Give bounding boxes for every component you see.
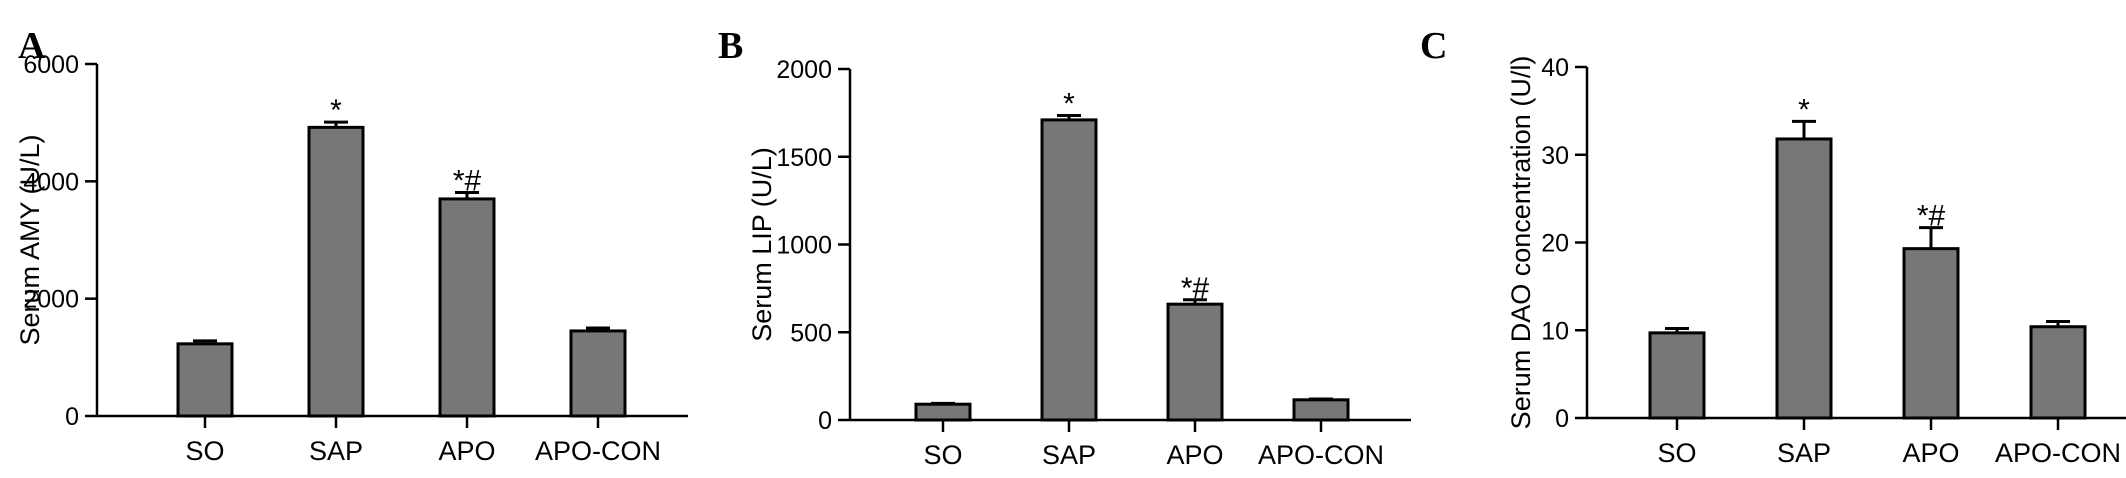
x-category-label: APO xyxy=(438,436,495,466)
y-tick-label: 6000 xyxy=(23,51,79,79)
x-category-label: SAP xyxy=(1042,440,1096,470)
bar-sap xyxy=(1040,118,1098,422)
y-tick-label: 0 xyxy=(818,407,832,435)
bar-so xyxy=(176,342,234,418)
significance-marker: *# xyxy=(1917,200,1946,233)
y-tick-label: 0 xyxy=(1555,405,1569,433)
panel-letter: A xyxy=(18,25,46,67)
bar-sap xyxy=(307,125,365,418)
y-axis-title: Serum LIP (U/L) xyxy=(747,147,777,342)
significance-marker: *# xyxy=(1181,272,1210,305)
significance-marker: * xyxy=(1063,88,1075,121)
x-category-label: APO xyxy=(1166,440,1223,470)
y-tick-label: 2000 xyxy=(776,56,832,84)
bar-apo xyxy=(1166,302,1224,422)
x-category-label: APO-CON xyxy=(535,436,661,466)
y-tick-label: 20 xyxy=(1541,230,1569,258)
y-tick-label: 2000 xyxy=(23,286,79,314)
chart-panel-b: B 0 500 1000 1500 2000 Serum LIP (U/L) SO * SAP *#… xyxy=(718,25,1411,470)
panel-letter: C xyxy=(1420,25,1447,67)
x-category-label: SO xyxy=(923,440,962,470)
x-category-label: APO xyxy=(1902,438,1959,468)
bar-apo-con xyxy=(1292,398,1350,422)
bar-apo xyxy=(1902,247,1960,420)
y-axis-title: Serum DAO concentration (U/l) xyxy=(1506,56,1536,430)
bar-so xyxy=(914,402,972,422)
x-category-label: SO xyxy=(1657,438,1696,468)
significance-marker: * xyxy=(1798,93,1810,126)
bar-apo-con xyxy=(569,329,627,418)
x-category-label: SO xyxy=(185,436,224,466)
y-tick-label: 0 xyxy=(65,403,79,431)
y-axis-title: Serum AMY (U/L) xyxy=(15,134,45,345)
y-tick-label: 40 xyxy=(1541,54,1569,82)
y-tick-label: 500 xyxy=(790,319,832,347)
chart-panel-a: A 0 2000 4000 6000 Serum AMY (U/L) SO * SAP *# APO… xyxy=(15,25,688,466)
y-tick-label: 30 xyxy=(1541,142,1569,170)
significance-marker: * xyxy=(330,94,342,127)
y-tick-label: 10 xyxy=(1541,317,1569,345)
x-category-label: APO-CON xyxy=(1258,440,1384,470)
significance-marker: *# xyxy=(453,164,482,197)
y-tick-label: 1000 xyxy=(776,232,832,260)
x-category-label: SAP xyxy=(309,436,363,466)
y-tick-label: 1500 xyxy=(776,144,832,172)
bar-apo-con xyxy=(2029,325,2087,420)
y-tick-label: 4000 xyxy=(23,168,79,196)
x-category-label: APO-CON xyxy=(1995,438,2121,468)
bar-sap xyxy=(1775,137,1833,420)
bar-apo xyxy=(438,197,496,418)
x-category-label: SAP xyxy=(1777,438,1831,468)
panel-letter: B xyxy=(718,25,743,67)
bar-so xyxy=(1648,331,1706,420)
